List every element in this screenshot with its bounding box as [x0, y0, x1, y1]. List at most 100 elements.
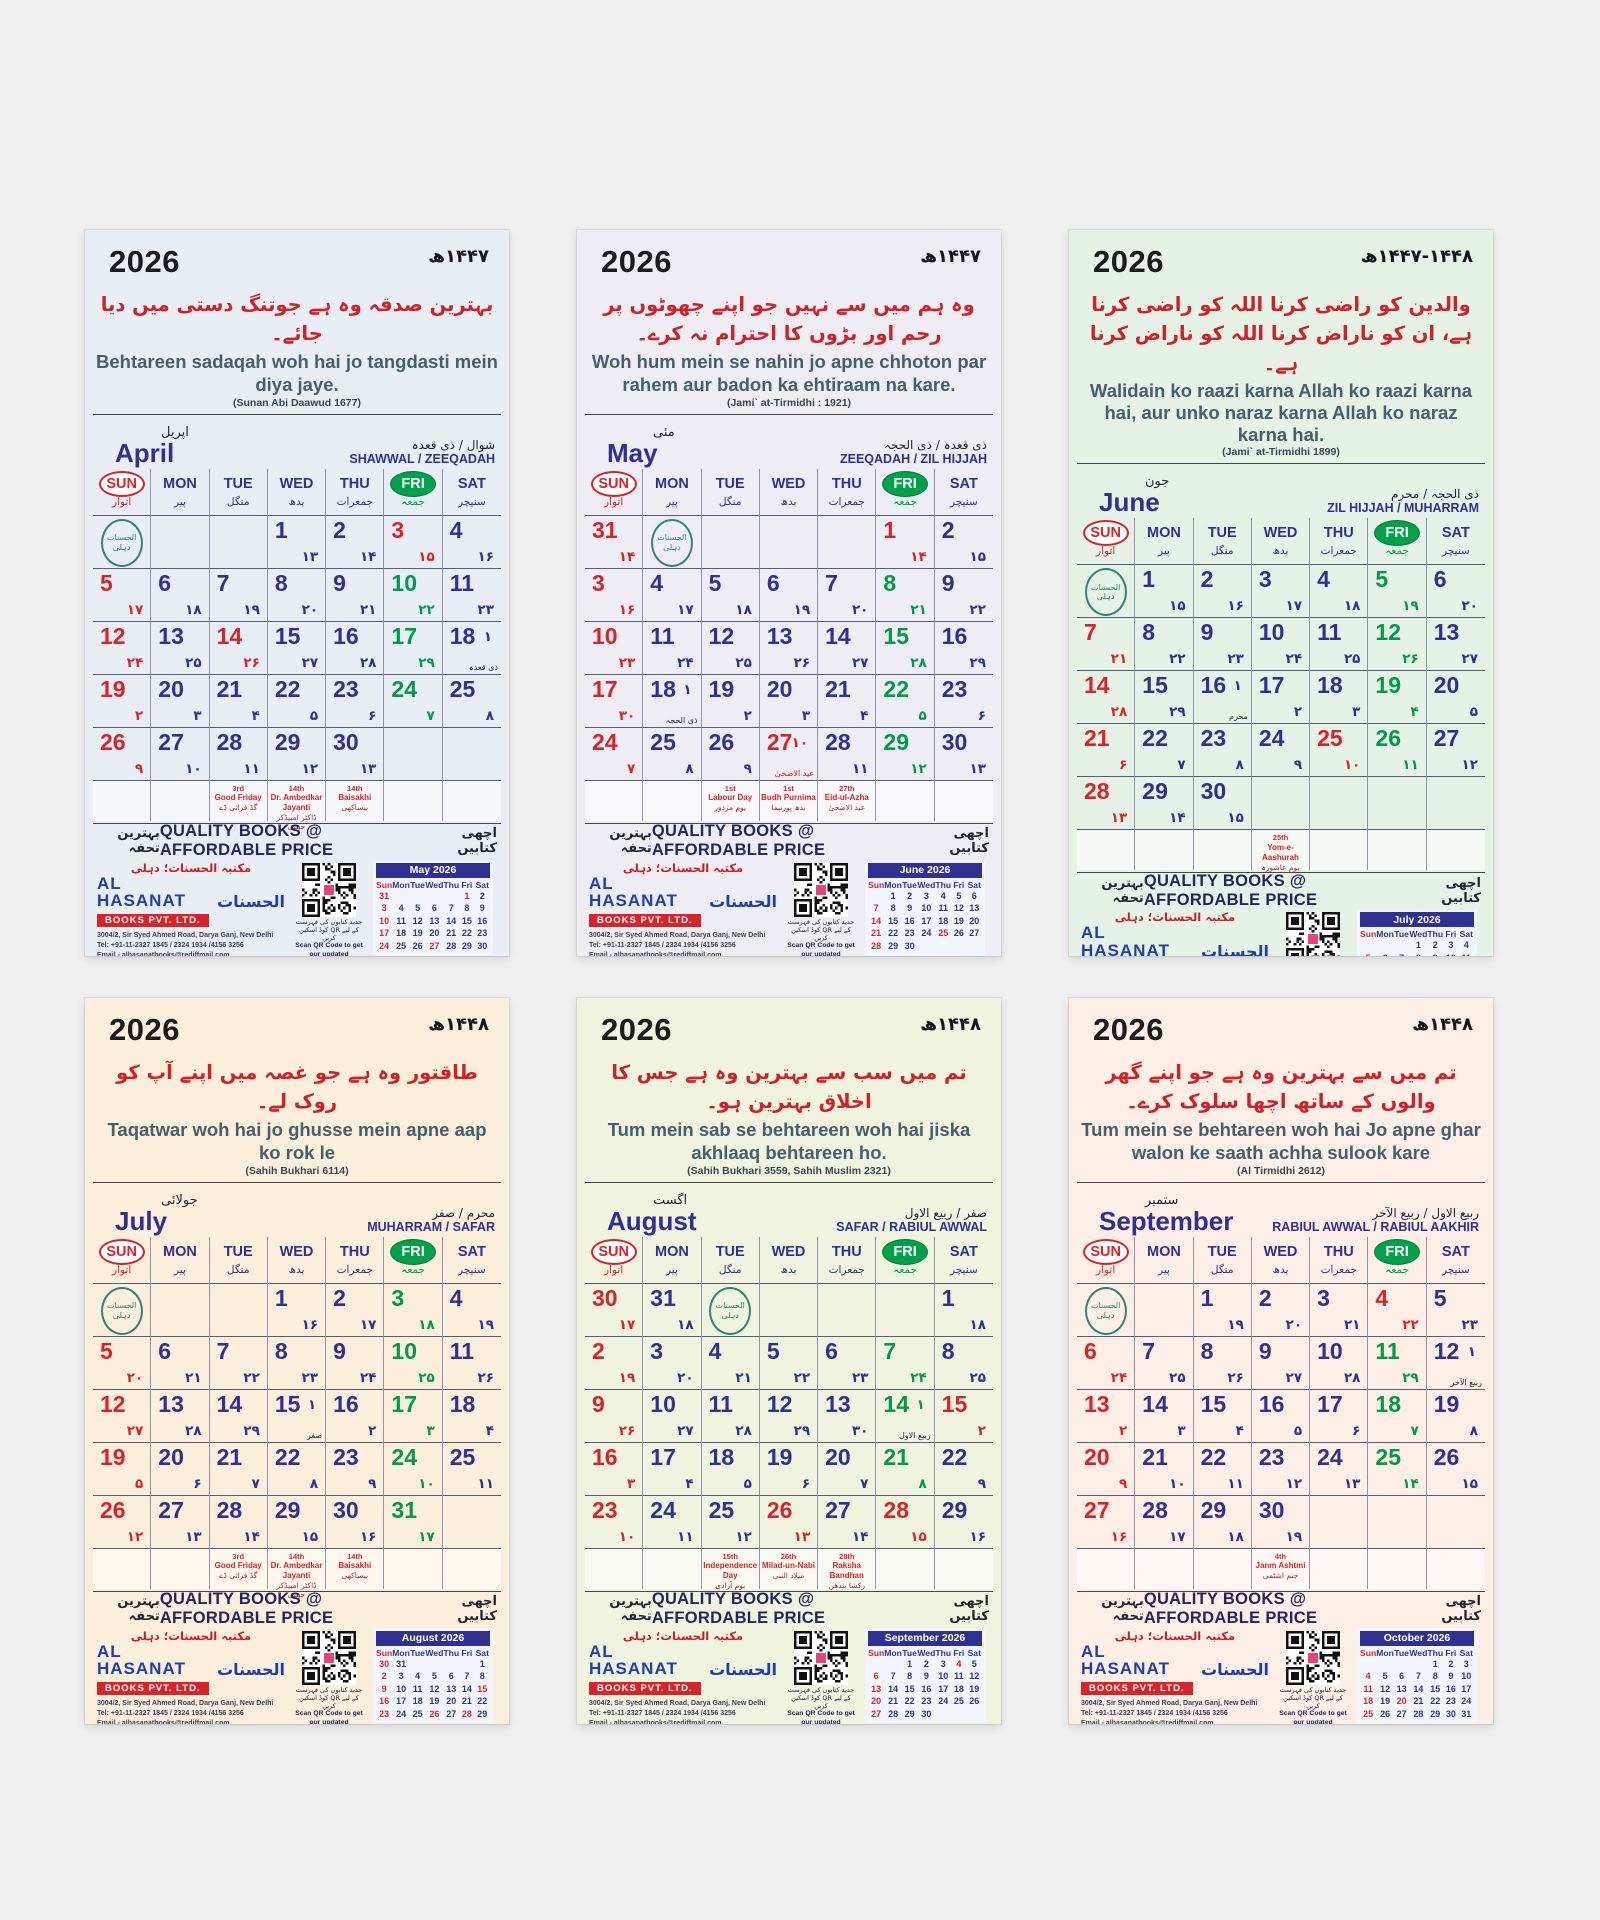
- holiday-note-empty: [384, 780, 443, 821]
- mini-empty: [951, 1709, 966, 1721]
- gregorian-date: 13: [1084, 1390, 1110, 1417]
- hijri-date: ۵: [918, 707, 927, 724]
- hijri-date: ۱۹: [793, 601, 811, 618]
- gregorian-date: 13: [158, 622, 184, 649]
- gregorian-date: 7: [825, 569, 838, 596]
- gregorian-date: 7: [883, 1337, 897, 1364]
- date-cell: 29 ۱۲: [876, 727, 935, 781]
- gregorian-date: 26: [1433, 1443, 1460, 1470]
- mini-date: 14: [888, 1683, 899, 1694]
- day-header-mon: MON پیر: [1135, 518, 1194, 566]
- qr-caption-urdu: جدید کتابوں کی فہرست کے لیے QR کوڈ اسکین…: [1279, 1685, 1347, 1710]
- gregorian-date: 21: [825, 675, 851, 702]
- hijri-date: ۲۲: [243, 1369, 260, 1386]
- hijri-date: ۱۸: [735, 601, 752, 618]
- day-header-tue: TUE منگل: [209, 1236, 268, 1284]
- date-cell: 1 ۱۴: [876, 515, 935, 569]
- publisher-email: Email - alhasanatbooks@rediffmail.com, d…: [97, 952, 232, 956]
- mini-date: 19: [969, 1683, 980, 1694]
- mini-calendar-title: September 2026: [868, 1630, 982, 1646]
- mini-date: 24: [1461, 1696, 1472, 1706]
- publisher-urdu-mark: الحسنات: [709, 891, 777, 911]
- tagline-urdu-right: اچھی کتابیں: [1441, 875, 1481, 906]
- mini-date: 9: [479, 903, 485, 913]
- date-cell: 13 ۲: [1077, 1389, 1136, 1443]
- mini-date: 18: [412, 1696, 423, 1706]
- mini-empty: [410, 891, 425, 903]
- gregorian-date: 4: [449, 1284, 463, 1311]
- holiday-note-empty: [935, 781, 993, 821]
- month-name: May: [607, 437, 658, 468]
- gregorian-date: 9: [941, 569, 955, 596]
- islamic-months: ربیع الاول / ربیع الآخر RABIUL AWWAL / R…: [1272, 1206, 1479, 1234]
- hijri-date: ۱۰: [185, 760, 202, 777]
- hijri-date: ۱۳: [1343, 1475, 1361, 1492]
- date-cell: 24 ۱۱: [643, 1495, 702, 1549]
- hijri-date: ۱۹: [477, 1316, 494, 1333]
- mini-date: 3: [381, 903, 387, 913]
- publisher-email: Email - alhasanatbooks@rediffmail.com, d…: [589, 1720, 724, 1724]
- hijri-date: ۱۴: [618, 548, 636, 565]
- divider: [93, 1181, 501, 1183]
- gregorian-date: 28: [883, 1496, 910, 1523]
- hijri-date: ۲۷: [126, 1422, 144, 1439]
- mini-date: 7: [464, 1671, 470, 1681]
- hijri-date: ۱۶: [477, 548, 494, 565]
- date-cell: 14 ۲۸: [1077, 671, 1136, 725]
- mini-date: 20: [429, 928, 440, 938]
- gregorian-date: 10: [1258, 619, 1285, 646]
- holiday-note-empty: [1194, 830, 1252, 871]
- mini-date: 14: [871, 915, 882, 926]
- hijri-date: ۱۴: [243, 1528, 260, 1545]
- gregorian-date: 2: [1200, 566, 1214, 593]
- hijri-date: ۲۷: [1461, 651, 1478, 668]
- gregorian-date: 28: [216, 1496, 243, 1523]
- date-cell: 7 ۲۰: [818, 568, 877, 622]
- date-cell: 30 ۱۷: [585, 1283, 644, 1337]
- date-cell: 20 ۳: [759, 674, 819, 728]
- tagline: QUALITY BOOKS @ AFFORDABLE PRICE: [1143, 871, 1318, 909]
- hijri-date: ۱۶: [301, 1316, 319, 1333]
- calendar-page: 2026 ۱۴۴۸ھ تم میں سب سے بہترین وہ ہے جس …: [577, 998, 1001, 1724]
- date-cell: 9 ۲۶: [585, 1389, 644, 1443]
- publisher-urdu-mark: الحسنات: [1201, 1659, 1269, 1679]
- divider: [93, 822, 501, 824]
- day-header-tue: TUE منگل: [209, 468, 268, 516]
- hijri-date: ۱۹: [618, 1369, 636, 1386]
- date-cell: 20 ۹: [1077, 1442, 1136, 1496]
- date-cell: 3 ۱۸: [384, 1283, 443, 1337]
- mini-calendar-title: August 2026: [376, 1630, 490, 1646]
- month-name-urdu: جون: [1145, 474, 1170, 490]
- publisher-name: AL HASANAT: [589, 873, 678, 911]
- publisher-tel: Tel: +91-11-2327 1845 / 2324 1934 /4156 …: [1081, 1710, 1228, 1718]
- date-cell: 12 ۲۶: [1368, 618, 1427, 672]
- date-cell: 24 ۷: [384, 674, 443, 728]
- holiday-note: 3rd Good Friday گڈ فرائی ڈے: [210, 780, 268, 821]
- publisher-logo: AL HASANAT BOOKS PVT. LTD. الحسنات: [589, 1642, 777, 1697]
- mini-day-header: Tue: [410, 879, 425, 890]
- gregorian-date: 17: [592, 675, 618, 702]
- empty-cell: [818, 1283, 877, 1337]
- date-cell: 17 ۳: [384, 1389, 443, 1443]
- day-header-sat: SAT سنیچر: [934, 469, 993, 516]
- date-cell: 30 ۱۵: [1193, 777, 1252, 831]
- publisher-logo: AL HASANAT BOOKS PVT. LTD. الحسنات: [97, 1642, 285, 1697]
- date-cell: 28 ۱۴: [209, 1495, 268, 1549]
- mini-day-header: Mon: [392, 879, 410, 890]
- day-header-sun: SUN اتوار: [93, 468, 152, 516]
- card-header: 2026 ۱۴۴۸ھ: [577, 998, 1001, 1056]
- mini-date: 19: [412, 928, 423, 938]
- gregorian-date: 23: [333, 1443, 359, 1470]
- gregorian-month: ستمبر September: [1099, 1193, 1233, 1234]
- qr-block: جدید کتابوں کی فہرست کے لیے QR کوڈ اسکین…: [293, 861, 365, 956]
- hijri-month-label: ذی قعدہ: [469, 662, 498, 672]
- mini-date: 15: [1430, 1683, 1441, 1694]
- day-header-sat: SAT سنیچر: [934, 1237, 993, 1284]
- mini-empty: [868, 1659, 884, 1671]
- gregorian-date: 18: [449, 622, 476, 649]
- mini-date: 5: [956, 890, 962, 901]
- mini-date: 11: [1459, 953, 1474, 956]
- hijri-date: ۵: [135, 1475, 144, 1492]
- holiday-note-empty: [384, 1548, 443, 1589]
